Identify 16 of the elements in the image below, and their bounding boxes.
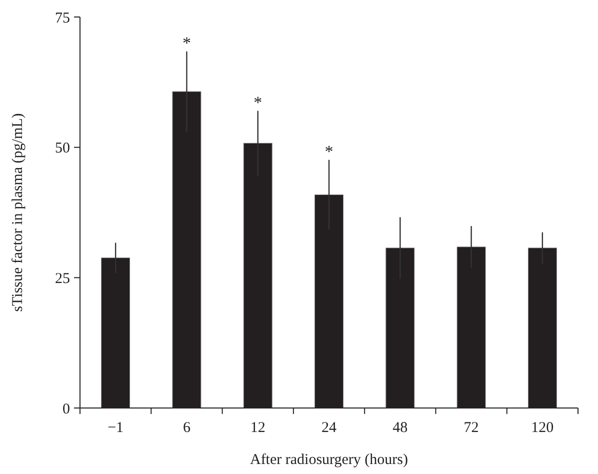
- x-tick-label: 6: [182, 420, 191, 436]
- annotation: *: [324, 142, 334, 161]
- x-tick-label: 24: [322, 420, 337, 436]
- y-tick-label: 0: [62, 401, 70, 418]
- x-axis-title: After radiosurgery (hours): [250, 452, 408, 468]
- x-tick-label: 12: [250, 420, 266, 436]
- x-tick-label: 48: [392, 420, 408, 436]
- x-tick-label: −1: [108, 420, 124, 436]
- annotation: *: [254, 92, 262, 112]
- x-tick-label: 120: [531, 420, 554, 436]
- y-tick-label: 50: [55, 140, 70, 157]
- y-tick-label: 25: [55, 270, 70, 287]
- x-tick-label: 72: [464, 420, 479, 436]
- y-tick-label: 75: [55, 10, 70, 26]
- y-axis-title: sTissue factor in plasma (pg/mL): [10, 113, 26, 312]
- annotation: *: [182, 33, 191, 52]
